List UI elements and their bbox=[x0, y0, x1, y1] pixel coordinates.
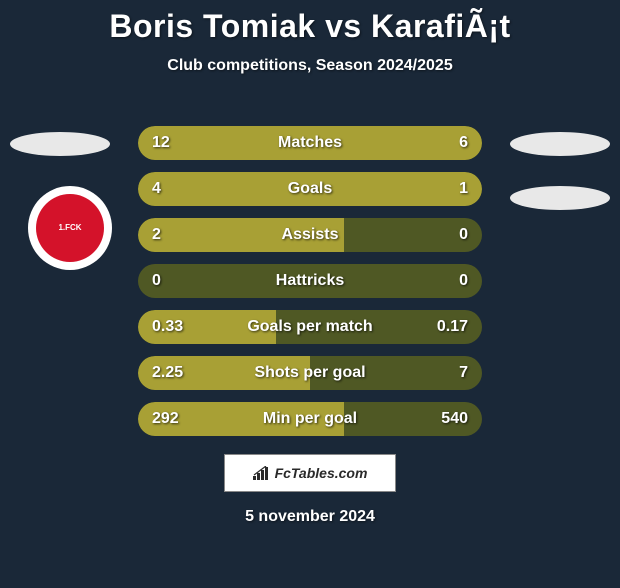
subtitle: Club competitions, Season 2024/2025 bbox=[0, 57, 620, 75]
player-left-oval bbox=[10, 132, 110, 156]
stat-label: Goals per match bbox=[247, 318, 372, 336]
club-logo-text: 1.FCK bbox=[58, 224, 81, 233]
stat-value-left: 0 bbox=[152, 272, 161, 290]
stat-value-left: 2.25 bbox=[152, 364, 183, 382]
stat-value-left: 0.33 bbox=[152, 318, 183, 336]
stat-value-left: 292 bbox=[152, 410, 179, 428]
stat-row: 0 Hattricks 0 bbox=[138, 264, 482, 298]
stat-fill-left bbox=[138, 172, 406, 206]
club-logo-inner: 1.FCK bbox=[36, 194, 104, 262]
chart-icon bbox=[253, 466, 271, 480]
stats-area: 12Matches64Goals12Assists00Hattricks00.3… bbox=[138, 126, 482, 448]
stat-row: 4 Goals 1 bbox=[138, 172, 482, 206]
stat-value-right: 0.17 bbox=[437, 318, 468, 336]
stat-label: Min per goal bbox=[263, 410, 357, 428]
stat-row: 2 Assists 0 bbox=[138, 218, 482, 252]
stat-value-right: 7 bbox=[459, 364, 468, 382]
stat-row: 0.33 Goals per match 0.17 bbox=[138, 310, 482, 344]
player-right-oval-2 bbox=[510, 186, 610, 210]
stat-value-right: 1 bbox=[459, 180, 468, 198]
stat-label: Goals bbox=[288, 180, 332, 198]
stat-value-right: 0 bbox=[459, 272, 468, 290]
stat-row: 292 Min per goal 540 bbox=[138, 402, 482, 436]
player-right-oval-1 bbox=[510, 132, 610, 156]
stat-label: Shots per goal bbox=[254, 364, 365, 382]
stat-label: Matches bbox=[278, 134, 342, 152]
stat-fill-right bbox=[406, 172, 482, 206]
date-text: 5 november 2024 bbox=[245, 508, 375, 526]
stat-row: 12 Matches 6 bbox=[138, 126, 482, 160]
stat-value-left: 12 bbox=[152, 134, 170, 152]
club-logo: 1.FCK bbox=[28, 186, 112, 270]
stat-label: Hattricks bbox=[276, 272, 344, 290]
brand-text: FcTables.com bbox=[275, 465, 368, 481]
stat-label: Assists bbox=[282, 226, 339, 244]
stat-value-right: 6 bbox=[459, 134, 468, 152]
stat-value-right: 0 bbox=[459, 226, 468, 244]
stat-value-right: 540 bbox=[441, 410, 468, 428]
page-title: Boris Tomiak vs KarafiÃ¡t bbox=[0, 8, 620, 45]
stat-row: 2.25 Shots per goal 7 bbox=[138, 356, 482, 390]
stat-value-left: 4 bbox=[152, 180, 161, 198]
stat-value-left: 2 bbox=[152, 226, 161, 244]
brand-box: FcTables.com bbox=[224, 454, 396, 492]
